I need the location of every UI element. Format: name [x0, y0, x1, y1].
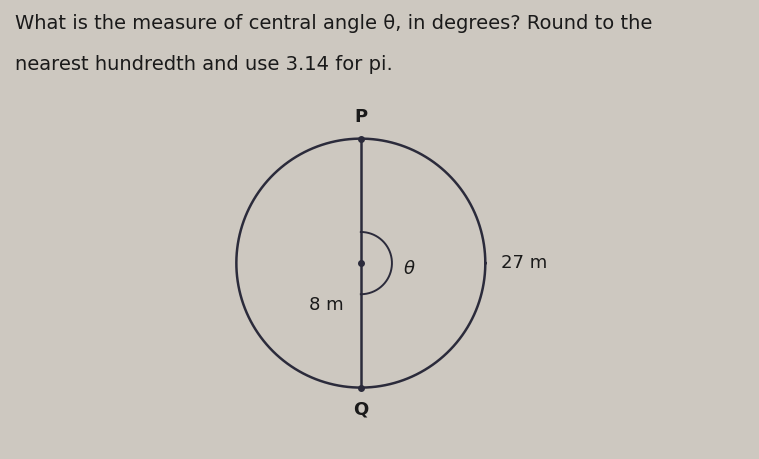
Text: Q: Q — [353, 400, 368, 418]
Text: What is the measure of central angle θ, in degrees? Round to the: What is the measure of central angle θ, … — [15, 14, 653, 33]
Text: θ: θ — [403, 260, 414, 278]
Text: 27 m: 27 m — [502, 254, 548, 272]
Text: nearest hundredth and use 3.14 for pi.: nearest hundredth and use 3.14 for pi. — [15, 55, 393, 74]
Text: 8 m: 8 m — [309, 297, 343, 314]
Text: P: P — [354, 108, 367, 126]
